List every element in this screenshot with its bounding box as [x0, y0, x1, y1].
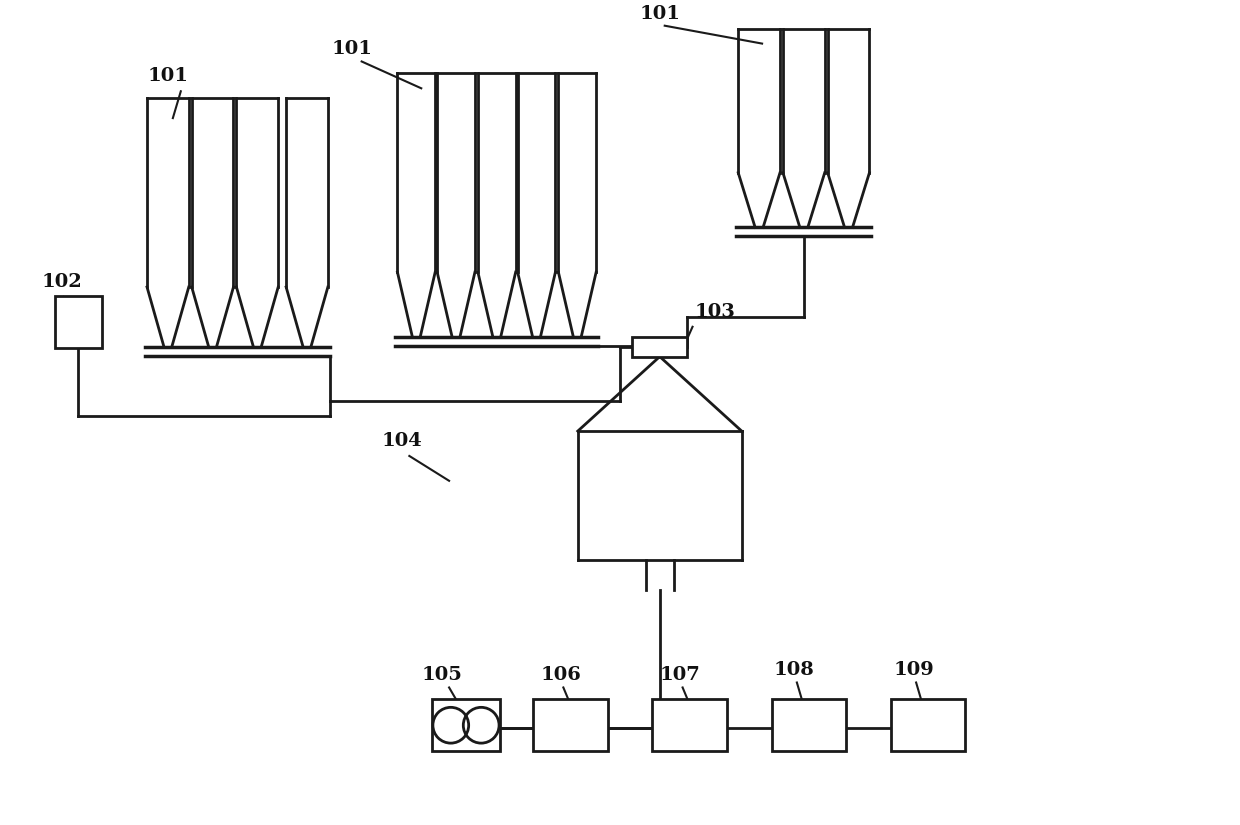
Text: 107: 107 [660, 666, 701, 684]
Text: 106: 106 [541, 666, 582, 684]
Text: 108: 108 [774, 661, 815, 678]
Text: 104: 104 [382, 432, 423, 450]
Text: 101: 101 [640, 5, 681, 23]
Bar [433, 700, 500, 751]
Text: 101: 101 [148, 68, 188, 85]
Text: 109: 109 [893, 661, 934, 678]
Bar [652, 700, 727, 751]
Bar [55, 296, 103, 347]
Bar [533, 700, 608, 751]
Bar [890, 700, 965, 751]
Bar [771, 700, 846, 751]
Text: 102: 102 [42, 273, 82, 291]
Text: 103: 103 [694, 303, 735, 321]
Text: 101: 101 [332, 40, 373, 58]
Text: 105: 105 [422, 666, 463, 684]
Bar [632, 337, 687, 356]
